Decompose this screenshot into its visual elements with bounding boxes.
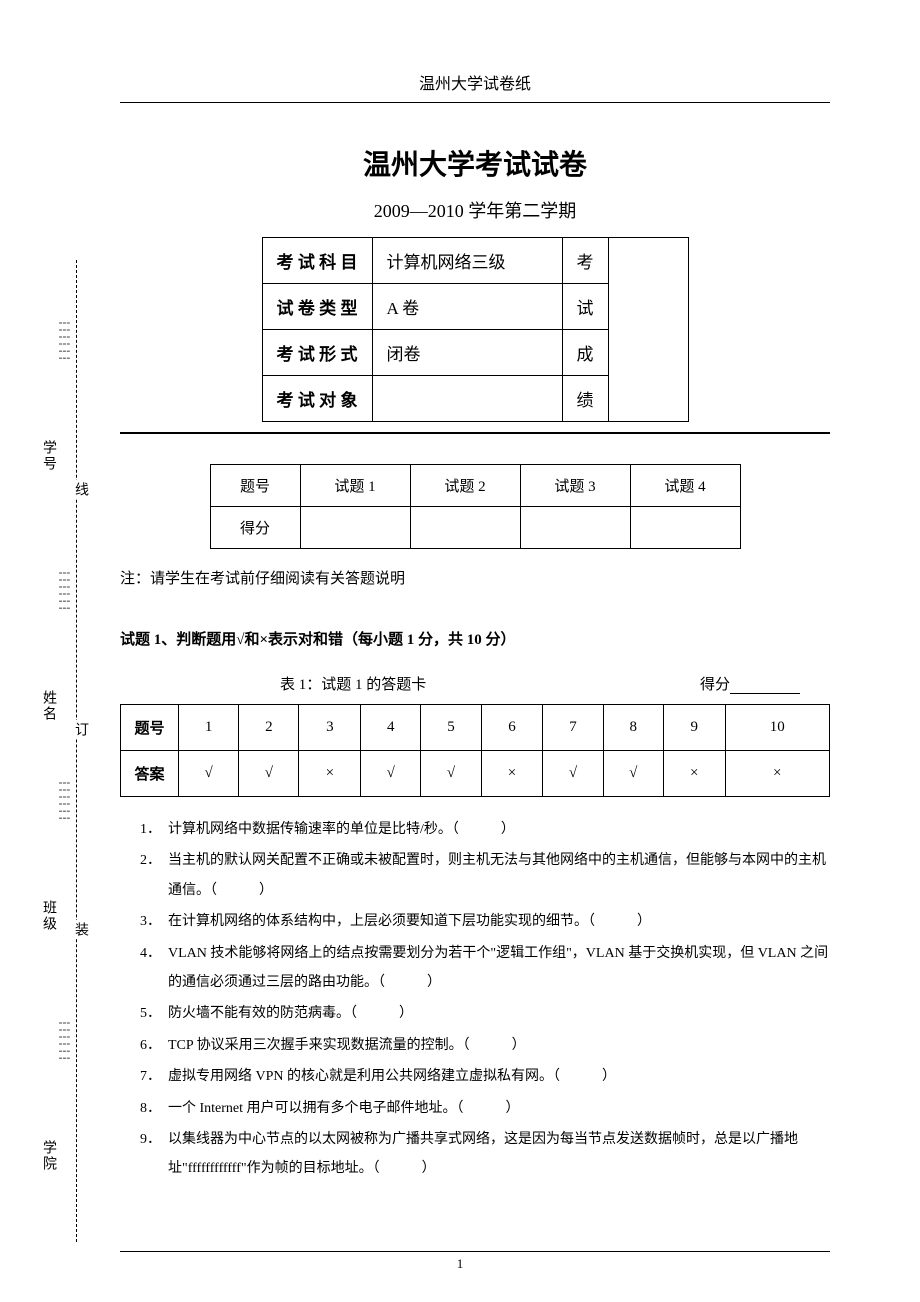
score-cell bbox=[630, 507, 740, 549]
qnum: 5 bbox=[421, 705, 481, 751]
question-item: 3．在计算机网络的体系结构中，上层必须要知道下层功能实现的细节。（ ） bbox=[140, 907, 830, 936]
qnum: 9 bbox=[663, 705, 725, 751]
question-item: 7．虚拟专用网络 VPN 的核心就是利用公共网络建立虚拟私有网。（ ） bbox=[140, 1062, 830, 1091]
question-item: 9．以集线器为中心节点的以太网被称为广播共享式网络，这是因为每当节点发送数据帧时… bbox=[140, 1125, 830, 1184]
answer-cell: × bbox=[481, 751, 543, 797]
score-cell bbox=[608, 238, 688, 422]
question-text: 一个 Internet 用户可以拥有多个电子邮件地址。（ ） bbox=[168, 1094, 830, 1123]
answer-cell: × bbox=[663, 751, 725, 797]
side-char: 试 bbox=[562, 284, 608, 330]
answer-cell: × bbox=[725, 751, 829, 797]
answer-cell: √ bbox=[421, 751, 481, 797]
score-cell bbox=[300, 507, 410, 549]
info-label: 考试对象 bbox=[262, 376, 372, 422]
score-col: 试题 3 bbox=[520, 465, 630, 507]
score-cell bbox=[410, 507, 520, 549]
qnum: 7 bbox=[543, 705, 603, 751]
side-char: 考 bbox=[562, 238, 608, 284]
question-text: 虚拟专用网络 VPN 的核心就是利用公共网络建立虚拟私有网。（ ） bbox=[168, 1062, 830, 1091]
score-summary-table: 题号 试题 1 试题 2 试题 3 试题 4 得分 bbox=[210, 464, 741, 549]
question-number: 7． bbox=[140, 1062, 168, 1091]
question-item: 6．TCP 协议采用三次握手来实现数据流量的控制。（ ） bbox=[140, 1031, 830, 1060]
answer-card-header: 表 1：试题 1 的答题卡 得分 bbox=[120, 673, 830, 694]
score-row-header: 得分 bbox=[210, 507, 300, 549]
note-text: 注：请学生在考试前仔细阅读有关答题说明 bbox=[120, 567, 830, 588]
question-list: 1．计算机网络中数据传输速率的单位是比特/秒。（ ）2．当主机的默认网关配置不正… bbox=[120, 815, 830, 1184]
question-number: 1． bbox=[140, 815, 168, 844]
qnum: 3 bbox=[299, 705, 361, 751]
footer-rule bbox=[120, 1251, 830, 1252]
question-number: 5． bbox=[140, 999, 168, 1028]
question-number: 8． bbox=[140, 1094, 168, 1123]
score-col: 试题 4 bbox=[630, 465, 740, 507]
score-col: 试题 1 bbox=[300, 465, 410, 507]
row-header: 题号 bbox=[121, 705, 179, 751]
info-value: A 卷 bbox=[372, 284, 562, 330]
answer-cell: √ bbox=[543, 751, 603, 797]
question-number: 2． bbox=[140, 846, 168, 905]
side-char: 绩 bbox=[562, 376, 608, 422]
qnum: 10 bbox=[725, 705, 829, 751]
question-text: VLAN 技术能够将网络上的结点按需要划分为若干个"逻辑工作组"，VLAN 基于… bbox=[168, 939, 830, 998]
row-header: 答案 bbox=[121, 751, 179, 797]
question-item: 8．一个 Internet 用户可以拥有多个电子邮件地址。（ ） bbox=[140, 1094, 830, 1123]
page-content: 温州大学试卷纸 温州大学考试试卷 2009—2010 学年第二学期 考试科目 计… bbox=[0, 0, 920, 1226]
score-col: 试题 2 bbox=[410, 465, 520, 507]
main-title: 温州大学考试试卷 bbox=[120, 143, 830, 183]
info-label: 考试科目 bbox=[262, 238, 372, 284]
answer-cell: × bbox=[299, 751, 361, 797]
info-label: 考试形式 bbox=[262, 330, 372, 376]
question-item: 1．计算机网络中数据传输速率的单位是比特/秒。（ ） bbox=[140, 815, 830, 844]
question-number: 3． bbox=[140, 907, 168, 936]
qnum: 4 bbox=[361, 705, 421, 751]
answer-num-row: 题号 1 2 3 4 5 6 7 8 9 10 bbox=[121, 705, 830, 751]
question-item: 4．VLAN 技术能够将网络上的结点按需要划分为若干个"逻辑工作组"，VLAN … bbox=[140, 939, 830, 998]
score-cell bbox=[520, 507, 630, 549]
side-char: 成 bbox=[562, 330, 608, 376]
info-value bbox=[372, 376, 562, 422]
score-label: 得分 bbox=[700, 673, 800, 694]
qnum: 1 bbox=[179, 705, 239, 751]
answer-val-row: 答案 √ √ × √ √ × √ √ × × bbox=[121, 751, 830, 797]
question-text: 防火墙不能有效的防范病毒。（ ） bbox=[168, 999, 830, 1028]
answer-cell: √ bbox=[239, 751, 299, 797]
qnum: 8 bbox=[603, 705, 663, 751]
answer-cell: √ bbox=[361, 751, 421, 797]
section-1-title: 试题 1、判断题用√和×表示对和错（每小题 1 分，共 10 分） bbox=[120, 628, 830, 649]
answer-cell: √ bbox=[603, 751, 663, 797]
subtitle: 2009—2010 学年第二学期 bbox=[120, 197, 830, 223]
exam-info-table: 考试科目 计算机网络三级 考 试卷类型 A 卷 试 考试形式 闭卷 成 考试对象… bbox=[262, 237, 689, 422]
question-number: 6． bbox=[140, 1031, 168, 1060]
running-header: 温州大学试卷纸 bbox=[120, 70, 830, 94]
answer-card-table: 题号 1 2 3 4 5 6 7 8 9 10 答案 √ √ × √ √ × √… bbox=[120, 704, 830, 797]
header-rule bbox=[120, 102, 830, 103]
question-text: 计算机网络中数据传输速率的单位是比特/秒。（ ） bbox=[168, 815, 830, 844]
question-text: 在计算机网络的体系结构中，上层必须要知道下层功能实现的细节。（ ） bbox=[168, 907, 830, 936]
question-text: 以集线器为中心节点的以太网被称为广播共享式网络，这是因为每当节点发送数据帧时，总… bbox=[168, 1125, 830, 1184]
info-value: 计算机网络三级 bbox=[372, 238, 562, 284]
divider-rule bbox=[120, 432, 830, 434]
score-row-header: 题号 bbox=[210, 465, 300, 507]
question-item: 5．防火墙不能有效的防范病毒。（ ） bbox=[140, 999, 830, 1028]
answer-caption: 表 1：试题 1 的答题卡 bbox=[280, 673, 426, 694]
qnum: 6 bbox=[481, 705, 543, 751]
question-text: 当主机的默认网关配置不正确或未被配置时，则主机无法与其他网络中的主机通信，但能够… bbox=[168, 846, 830, 905]
question-number: 9． bbox=[140, 1125, 168, 1184]
qnum: 2 bbox=[239, 705, 299, 751]
info-label: 试卷类型 bbox=[262, 284, 372, 330]
question-text: TCP 协议采用三次握手来实现数据流量的控制。（ ） bbox=[168, 1031, 830, 1060]
info-value: 闭卷 bbox=[372, 330, 562, 376]
answer-cell: √ bbox=[179, 751, 239, 797]
page-number: 1 bbox=[0, 1256, 920, 1272]
question-item: 2．当主机的默认网关配置不正确或未被配置时，则主机无法与其他网络中的主机通信，但… bbox=[140, 846, 830, 905]
question-number: 4． bbox=[140, 939, 168, 998]
